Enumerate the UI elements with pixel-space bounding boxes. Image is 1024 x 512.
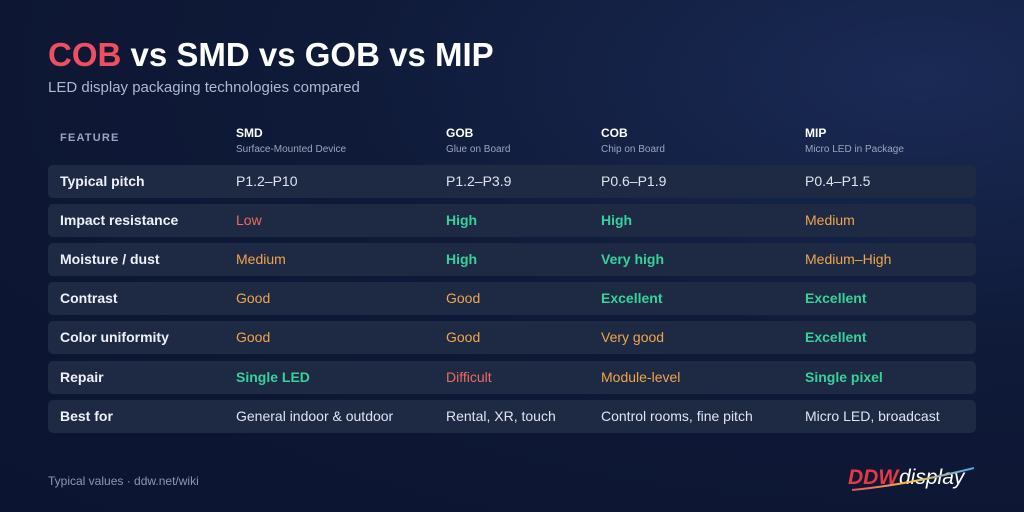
row-label: Repair <box>60 369 104 385</box>
cell-gob: Good <box>446 290 481 306</box>
row-label: Impact resistance <box>60 212 179 228</box>
cell-smd: Single LED <box>236 369 310 385</box>
row-label: Best for <box>60 408 113 424</box>
column-name: GOB <box>446 126 474 140</box>
row-label: Contrast <box>60 290 118 306</box>
cell-smd: Good <box>236 290 271 306</box>
cell-cob: Control rooms, fine pitch <box>601 408 753 424</box>
table-row-best-for: Best for General indoor & outdoor Rental… <box>48 400 976 433</box>
cell-cob: Excellent <box>601 290 663 306</box>
column-header-cob: COB Chip on Board <box>601 126 665 155</box>
table-header: FEATURE SMD Surface-Mounted Device GOB G… <box>48 124 976 158</box>
table-row-contrast: Contrast Good Good Excellent Excellent <box>48 282 976 315</box>
cell-mip: Medium <box>805 212 855 228</box>
title-accent: COB <box>48 36 122 73</box>
cell-smd: General indoor & outdoor <box>236 408 394 424</box>
cell-mip: Micro LED, broadcast <box>805 408 940 424</box>
cell-cob: High <box>601 212 633 228</box>
logo-swoosh <box>851 467 975 491</box>
page-subtitle: LED display packaging technologies compa… <box>48 79 360 96</box>
cell-cob: P0.6–P1.9 <box>601 173 667 189</box>
column-subtitle: Glue on Board <box>446 144 511 155</box>
column-header-smd: SMD Surface-Mounted Device <box>236 126 346 155</box>
cell-mip: Excellent <box>805 290 867 306</box>
cell-smd: P1.2–P10 <box>236 173 298 189</box>
cell-gob: Good <box>446 329 481 345</box>
column-subtitle: Micro LED in Package <box>805 144 904 155</box>
column-name: SMD <box>236 126 263 140</box>
footnote: Typical values · ddw.net/wiki <box>48 474 199 488</box>
cell-gob: Rental, XR, touch <box>446 408 556 424</box>
ddw-display-logo: DDW display <box>846 462 978 496</box>
cell-gob: High <box>446 251 478 267</box>
title-rest: vs SMD vs GOB vs MIP <box>121 36 494 73</box>
cell-gob: P1.2–P3.9 <box>446 173 512 189</box>
cell-mip: Single pixel <box>805 369 883 385</box>
cell-gob: Difficult <box>446 369 492 385</box>
cell-gob: High <box>446 212 478 228</box>
row-label: Color uniformity <box>60 329 169 345</box>
page-title: COB vs SMD vs GOB vs MIP <box>48 36 494 74</box>
cell-smd: Good <box>236 329 271 345</box>
cell-mip: Excellent <box>805 329 867 345</box>
cell-cob: Very high <box>601 251 665 267</box>
row-label: Moisture / dust <box>60 251 160 267</box>
cell-cob: Module-level <box>601 369 681 385</box>
table-row-repair: Repair Single LED Difficult Module-level… <box>48 361 976 394</box>
feature-column-header: FEATURE <box>60 132 120 144</box>
table-row-impact-resistance: Impact resistance Low High High Medium <box>48 204 976 237</box>
table-row-moisture-dust: Moisture / dust Medium High Very high Me… <box>48 243 976 276</box>
column-name: COB <box>601 126 628 140</box>
column-header-mip: MIP Micro LED in Package <box>805 126 904 155</box>
table-row-typical-pitch: Typical pitch P1.2–P10 P1.2–P3.9 P0.6–P1… <box>48 165 976 198</box>
column-name: MIP <box>805 126 827 140</box>
column-subtitle: Chip on Board <box>601 144 665 155</box>
column-header-gob: GOB Glue on Board <box>446 126 511 155</box>
cell-smd: Medium <box>236 251 286 267</box>
cell-smd: Low <box>236 212 262 228</box>
cell-mip: P0.4–P1.5 <box>805 173 871 189</box>
table-row-color-uniformity: Color uniformity Good Good Very good Exc… <box>48 321 976 354</box>
cell-mip: Medium–High <box>805 251 892 267</box>
logo-graphic: DDW display <box>848 466 975 491</box>
cell-cob: Very good <box>601 329 665 345</box>
logo-text-ddw: DDW <box>848 466 900 489</box>
column-subtitle: Surface-Mounted Device <box>236 144 347 155</box>
row-label: Typical pitch <box>60 173 145 189</box>
